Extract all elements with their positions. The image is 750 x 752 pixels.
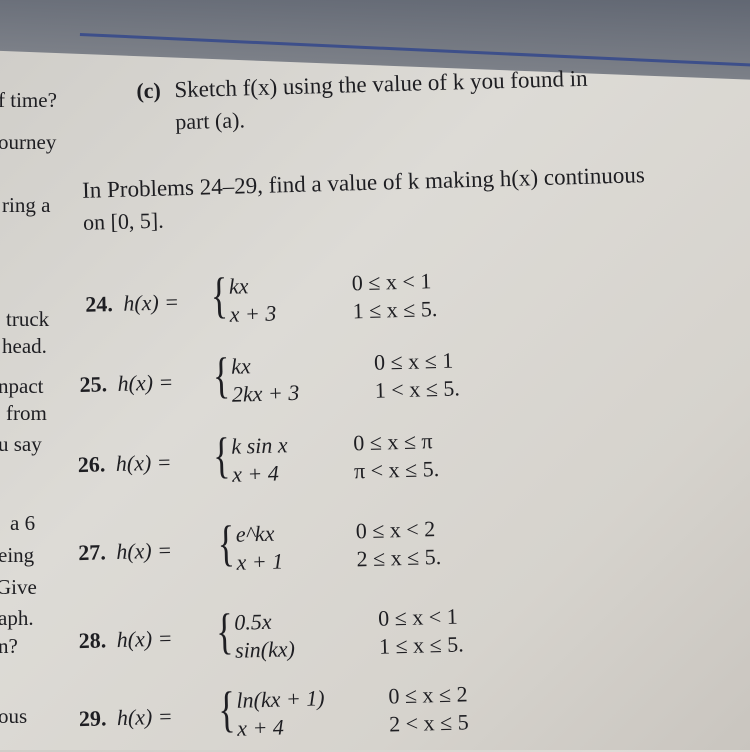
- instructions-line-1: In Problems 24–29, find a value of k mak…: [81, 162, 646, 203]
- margin-fragment: ourney: [0, 130, 57, 154]
- problem-lhs: h(x) =: [116, 703, 173, 731]
- part-c-text: Sketch f(x) using the value of k you fou…: [174, 65, 588, 103]
- margin-fragment: from: [6, 401, 47, 425]
- case-expression: kx: [228, 273, 249, 299]
- margin-fragment: a 6: [10, 511, 36, 535]
- margin-fragment: f time?: [0, 88, 57, 112]
- case-expression: x + 4: [231, 460, 280, 487]
- case-condition: 0 ≤ x ≤ 2: [388, 681, 468, 709]
- case-condition: π < x ≤ 5.: [353, 456, 440, 484]
- left-margin-text: f time? ourney ring a truck head. npact …: [0, 0, 80, 750]
- margin-fragment: n?: [0, 634, 18, 658]
- case-expression: sin(kx): [234, 636, 296, 663]
- case-condition: 2 ≤ x ≤ 5.: [356, 543, 442, 572]
- case-expression: x + 3: [229, 300, 277, 327]
- case-condition: 1 ≤ x ≤ 5.: [378, 631, 464, 659]
- problem-lhs: h(x) =: [117, 369, 174, 396]
- left-brace-icon: {: [217, 680, 236, 738]
- problem-lhs: h(x) =: [116, 625, 173, 653]
- case-condition: 0 ≤ x ≤ π: [352, 428, 433, 456]
- margin-fragment: truck: [6, 307, 50, 331]
- margin-fragment: npact: [0, 374, 44, 398]
- case-condition: 0 ≤ x < 1: [351, 268, 432, 296]
- case-expression: kx: [230, 353, 251, 379]
- margin-fragment: Give: [0, 575, 37, 599]
- problem-lhs: h(x) =: [122, 289, 180, 316]
- left-brace-icon: {: [209, 266, 229, 324]
- part-c-label: (c): [136, 77, 162, 104]
- part-c-text-2: part (a).: [174, 107, 246, 135]
- margin-fragment: eing: [0, 543, 35, 567]
- problem-lhs: h(x) =: [115, 449, 172, 477]
- left-brace-icon: {: [212, 346, 231, 404]
- margin-fragment: ring a: [2, 193, 51, 217]
- left-brace-icon: {: [215, 602, 234, 660]
- case-condition: 0 ≤ x < 1: [377, 603, 459, 631]
- margin-fragment: ous: [0, 704, 28, 728]
- case-expression: x + 4: [236, 714, 285, 741]
- problem-number: 28.: [78, 627, 107, 654]
- case-expression: 0.5x: [233, 608, 272, 635]
- problem-number: 24.: [84, 291, 114, 317]
- problem-number: 29.: [78, 705, 107, 732]
- left-brace-icon: {: [216, 514, 236, 572]
- case-condition: 1 < x ≤ 5.: [374, 375, 461, 403]
- case-expression: e^kx: [235, 520, 275, 547]
- case-condition: 0 ≤ x < 2: [355, 516, 436, 544]
- instructions-line-2: on [0, 5].: [82, 207, 165, 235]
- margin-fragment: u say: [0, 432, 42, 456]
- margin-fragment: aph.: [0, 606, 34, 630]
- case-condition: 2 < x ≤ 5: [388, 709, 469, 737]
- problem-number: 27.: [77, 539, 107, 566]
- margin-fragment: head.: [2, 334, 47, 358]
- problem-lhs: h(x) =: [115, 537, 173, 565]
- case-expression: k sin x: [231, 432, 288, 459]
- case-expression: ln(kx + 1): [236, 685, 325, 713]
- problem-number: 26.: [77, 451, 106, 478]
- left-brace-icon: {: [212, 426, 231, 484]
- problem-number: 25.: [79, 371, 108, 398]
- case-condition: 0 ≤ x ≤ 1: [373, 347, 454, 375]
- case-expression: x + 1: [236, 548, 284, 575]
- case-condition: 1 ≤ x ≤ 5.: [352, 295, 438, 324]
- case-expression: 2kx + 3: [231, 379, 300, 407]
